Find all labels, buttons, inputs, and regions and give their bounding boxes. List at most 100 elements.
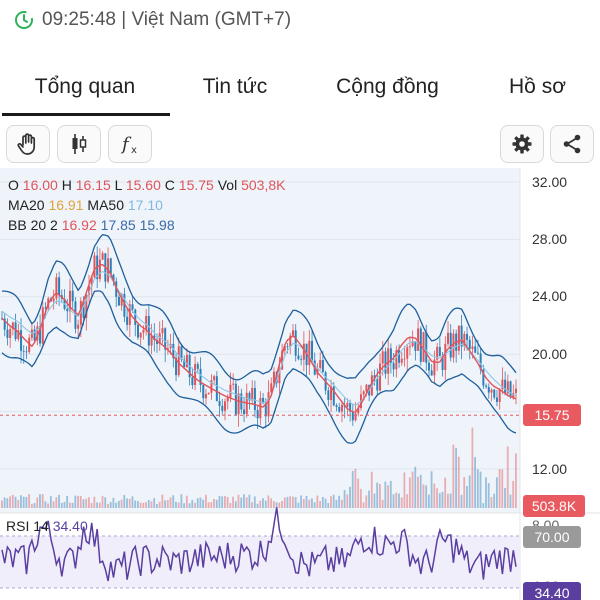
volume-bar: [384, 481, 387, 508]
volume-bar: [104, 497, 107, 508]
candle-body: [311, 340, 314, 361]
candle-body: [408, 346, 411, 348]
candle-body: [126, 316, 129, 325]
candle-body: [487, 386, 490, 393]
volume-bar: [185, 495, 188, 508]
volume-bar: [166, 499, 169, 508]
ma20-line: [1, 263, 517, 413]
tab-community[interactable]: Cộng đồng: [336, 75, 439, 98]
candle-body: [196, 364, 199, 369]
candle-body: [237, 393, 240, 415]
candle-body: [101, 253, 104, 260]
close-value: 15.75: [178, 177, 214, 193]
volume-bar: [387, 485, 389, 508]
tab-profile[interactable]: Hồ sơ: [509, 75, 566, 98]
candle-body: [142, 330, 145, 333]
ma50-line: [1, 270, 517, 407]
volume-bar: [490, 497, 493, 508]
share-button[interactable]: [550, 125, 594, 163]
candle-body: [90, 277, 93, 287]
candle-body: [286, 346, 289, 347]
volume-bar: [139, 502, 142, 508]
volume-bar: [411, 471, 414, 508]
price-chart[interactable]: O 16.00 H 16.15 L 15.60 C 15.75 Vol 503,…: [0, 168, 600, 600]
volume-bar: [381, 499, 384, 508]
volume-bar: [6, 498, 9, 508]
bb-upper-line: [2, 234, 517, 381]
volume-bar: [183, 503, 186, 508]
volume-bar: [300, 495, 302, 508]
candle-body: [357, 408, 360, 414]
volume-bar: [180, 494, 183, 508]
volume-bar: [66, 496, 69, 508]
price-axis-label: 32.00: [532, 174, 568, 190]
volume-bar: [313, 502, 316, 508]
volume-bar: [251, 502, 254, 508]
volume-bar: [308, 499, 311, 508]
candle-body: [308, 340, 311, 366]
volume-bar: [213, 498, 215, 508]
volume-bar: [441, 491, 444, 508]
volume-bar: [259, 500, 262, 508]
candle-body: [471, 346, 474, 349]
candle-body: [202, 385, 205, 399]
volume-bar: [501, 469, 504, 508]
candle-body: [207, 392, 210, 395]
candle-body: [109, 258, 112, 275]
volume-value: 503,8K: [241, 177, 286, 193]
candle-body: [36, 326, 39, 341]
volume-bar: [33, 503, 36, 508]
volume-bar: [476, 469, 479, 508]
volume-bar: [156, 503, 158, 508]
volume-bar: [85, 498, 88, 508]
tab-news[interactable]: Tin tức: [202, 75, 268, 98]
candle-body: [406, 347, 409, 359]
bb-label: BB 20 2: [8, 217, 58, 233]
volume-bar: [142, 502, 145, 508]
volume-bar: [88, 497, 90, 508]
volume-bar: [256, 503, 259, 508]
volume-bar: [237, 494, 240, 508]
volume-bar: [485, 477, 487, 508]
candle-body: [215, 376, 218, 402]
volume-bar: [120, 499, 123, 508]
volume-bar: [311, 498, 313, 508]
candle-body: [289, 335, 292, 347]
volume-bar: [224, 496, 226, 508]
candle-body: [444, 343, 447, 371]
volume-bar: [504, 487, 506, 508]
indicators-button[interactable]: f x: [108, 125, 152, 163]
candle-body: [504, 379, 507, 394]
volume-bar: [398, 493, 400, 508]
candle-body: [88, 286, 91, 295]
volume-bar: [351, 471, 354, 508]
volume-bar: [512, 480, 515, 508]
rsi-level-tag: 70.00: [523, 526, 581, 548]
volume-bar: [466, 486, 468, 508]
candle-body: [495, 397, 498, 402]
volume-bar: [47, 503, 50, 508]
chart-canvas[interactable]: [0, 168, 600, 600]
candle-body: [264, 403, 267, 417]
volume-bar: [44, 501, 47, 508]
price-axis-label: 24.00: [532, 288, 568, 304]
settings-button[interactable]: [500, 125, 544, 163]
tab-overview[interactable]: Tổng quan: [34, 75, 136, 98]
candle-body: [490, 389, 493, 393]
candle-body: [373, 375, 376, 379]
candle-body: [175, 358, 178, 376]
candle-body: [395, 350, 398, 370]
candle-body: [243, 409, 246, 415]
volume-bar: [452, 444, 455, 508]
candle-body: [482, 369, 485, 386]
candle-body: [422, 332, 425, 362]
volume-bar: [134, 500, 137, 508]
candle-body: [501, 379, 504, 390]
chart-type-button[interactable]: [57, 125, 101, 163]
candle-body: [430, 370, 433, 376]
hand-tool-button[interactable]: [6, 125, 50, 163]
candle-body: [180, 346, 183, 360]
candle-body: [468, 339, 471, 349]
volume-bar: [136, 501, 139, 508]
